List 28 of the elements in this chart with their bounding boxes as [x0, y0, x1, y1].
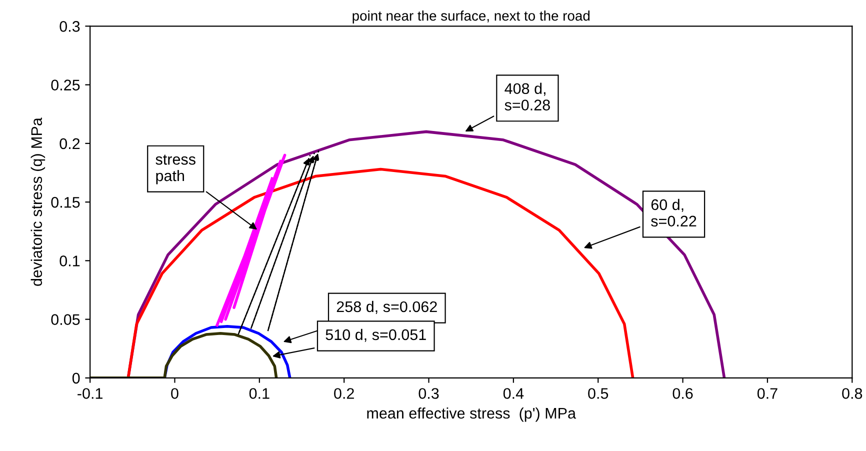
- x-tick-label: -0.1: [78, 388, 102, 399]
- y-tick-label: 0.3: [60, 21, 80, 32]
- line-series: [126, 168, 634, 378]
- x-tick-label: 0.8: [842, 388, 862, 399]
- x-tick-label: 0.1: [249, 388, 270, 399]
- y-axis-title: deviatoric stress (q) MPa: [30, 118, 46, 286]
- x-tick-label: 0.7: [757, 388, 778, 399]
- chart-title: point near the surface, next to the road: [352, 10, 590, 24]
- x-tick-label: 0.2: [334, 388, 354, 399]
- y-tick-label: 0.2: [60, 138, 80, 150]
- y-tick-label: 0.1: [60, 256, 80, 266]
- annotation: 408 d, s=0.28: [504, 82, 550, 110]
- y-tick-label: 0.05: [51, 314, 80, 325]
- annotation: 510 d, s=0.051: [326, 328, 426, 342]
- y-tick-label: 0: [72, 372, 80, 384]
- x-tick-label: 0.3: [418, 388, 439, 399]
- y-tick-label: 0.15: [51, 196, 80, 208]
- x-tick-label: 0.5: [588, 388, 608, 399]
- x-axis-title: mean effective stress (p') MPa: [367, 407, 576, 422]
- x-tick-label: 0.6: [672, 388, 693, 399]
- annotation: 258 d, s=0.062: [336, 300, 437, 314]
- annotation: 60 d, s=0.22: [651, 198, 696, 227]
- y-tick-label: 0.25: [51, 80, 80, 90]
- x-tick-label: 0: [171, 388, 178, 399]
- annotation: stress path: [156, 154, 196, 184]
- x-tick-label: 0.4: [503, 388, 524, 399]
- line-series: [216, 154, 286, 327]
- line-series: [90, 332, 278, 378]
